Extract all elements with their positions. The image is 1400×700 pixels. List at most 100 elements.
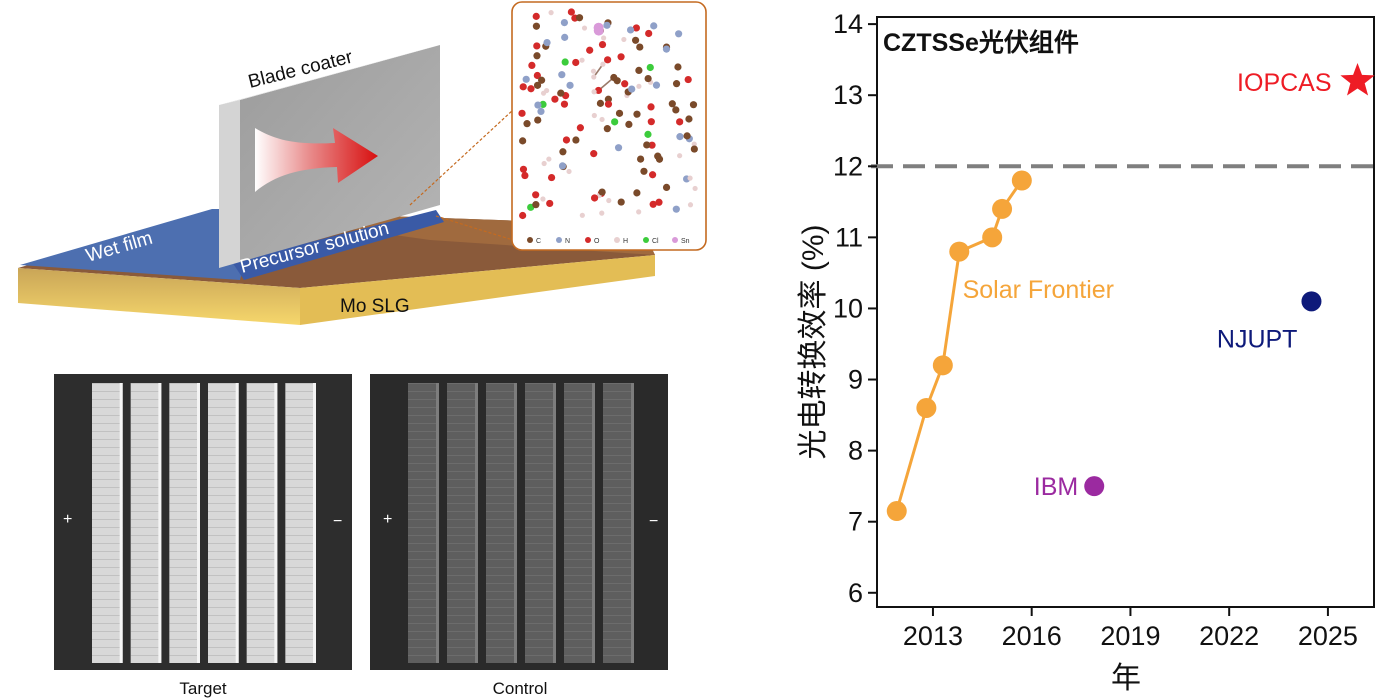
atom (572, 58, 580, 67)
atom (561, 58, 569, 66)
atom (561, 33, 569, 41)
atom (546, 156, 552, 162)
atom (533, 71, 541, 80)
atom (579, 57, 585, 63)
atom (662, 45, 671, 53)
atom (603, 125, 611, 133)
cell-strip-edge (158, 383, 162, 663)
atom (649, 171, 657, 179)
atom (689, 101, 698, 109)
atom (591, 89, 597, 95)
legend-dot (643, 237, 649, 243)
element-label: H (623, 238, 628, 245)
atom (559, 148, 567, 156)
element-label: Sn (681, 238, 690, 245)
atom (604, 100, 613, 108)
cell-strip-edge (197, 383, 200, 663)
efficiency-chart: 6 7 8 9 10 11 12 13 14 2013 2016 2019 2022 2025 Sola… (797, 9, 1375, 695)
target-caption: Target (179, 679, 227, 698)
data-point (992, 198, 1013, 219)
substrate-front (18, 268, 300, 325)
atom (598, 188, 606, 196)
atom (548, 10, 554, 16)
atom (560, 100, 569, 108)
atom (538, 76, 546, 84)
atom (519, 83, 527, 91)
inset-connector-top (409, 109, 514, 206)
legend-dot (585, 237, 591, 243)
y-tick-label: 9 (848, 365, 863, 395)
atom (647, 103, 655, 111)
y-axis: 6 7 8 9 10 11 12 13 14 (833, 9, 877, 608)
atom (631, 36, 640, 44)
y-tick-label: 8 (848, 436, 863, 466)
atom (562, 136, 571, 144)
atom (626, 26, 635, 34)
series-njupt (1301, 291, 1322, 312)
series-solar-frontier (886, 170, 1032, 522)
cell-strip-texture (603, 383, 634, 663)
series-label-njupt: NJUPT (1217, 326, 1298, 354)
atom (672, 205, 680, 213)
atom (560, 19, 569, 27)
cell-strip-texture (408, 383, 439, 663)
substrate-label: Mo SLG (340, 296, 410, 317)
series-layer: Solar Frontier IBM NJUPT IOPCAS (886, 63, 1375, 522)
atom (522, 75, 530, 83)
x-tick-label: 2013 (903, 621, 963, 651)
atom (591, 74, 597, 80)
atom (621, 36, 627, 43)
blade-top (219, 45, 440, 105)
element-label: C (536, 238, 541, 245)
cell-strip-edge (436, 383, 439, 663)
atom (675, 30, 683, 38)
atom (655, 198, 663, 206)
atom (606, 197, 612, 204)
atom (599, 116, 605, 123)
cell-strip-edge (475, 383, 478, 663)
y-tick-label: 10 (833, 293, 863, 323)
atom (677, 153, 683, 159)
wet-film (20, 209, 260, 280)
atom (632, 24, 640, 32)
atom (533, 42, 541, 50)
atom (646, 63, 654, 72)
atom (668, 100, 676, 108)
molecule-cloud (518, 8, 698, 220)
atom (537, 107, 545, 116)
x-axis: 2013 2016 2019 2022 2025 (903, 607, 1358, 651)
wet-film-strip (232, 210, 444, 280)
atom (644, 130, 652, 138)
atom (596, 99, 605, 107)
atom (625, 120, 633, 128)
atom (558, 71, 566, 79)
atom (579, 212, 585, 218)
y-tick-label: 7 (848, 507, 863, 537)
atom (692, 185, 698, 192)
control-plus-sign: + (383, 511, 392, 528)
series-ibm (1084, 476, 1105, 497)
series-label-iopcas: IOPCAS (1237, 69, 1331, 97)
atom (546, 199, 554, 208)
data-point (982, 227, 1003, 248)
atom (599, 210, 605, 216)
atom (615, 109, 624, 117)
cell-strip-texture (525, 383, 556, 663)
atom (534, 101, 542, 109)
legend-dot (672, 237, 678, 243)
data-point (1011, 170, 1032, 191)
y-tick-label: 6 (848, 578, 863, 608)
atom (676, 133, 684, 141)
control-photo: + − Control (370, 374, 668, 698)
x-tick-label: 2019 (1100, 621, 1160, 651)
data-point-star (1340, 63, 1375, 96)
legend-dot (527, 237, 533, 243)
control-cell-strips (408, 383, 634, 663)
inset-connector-bottom (435, 215, 514, 241)
data-point (886, 501, 907, 522)
cell-strip-texture (92, 383, 123, 663)
atom (643, 141, 651, 149)
atom (533, 52, 541, 60)
data-point (1301, 291, 1322, 312)
